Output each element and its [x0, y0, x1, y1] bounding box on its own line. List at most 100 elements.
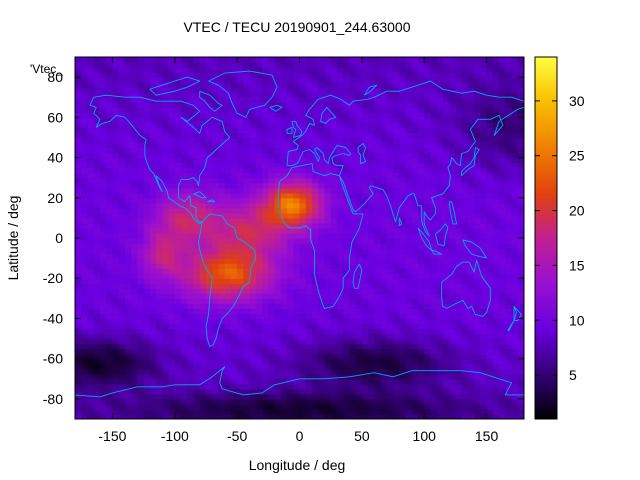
heat-cell	[411, 152, 419, 159]
heat-cell	[149, 308, 157, 315]
heat-cell	[274, 323, 282, 330]
heat-cell	[311, 348, 319, 355]
heat-cell	[255, 283, 263, 289]
heat-cell	[449, 162, 457, 169]
heat-cell	[249, 97, 257, 103]
heat-cell	[162, 132, 170, 139]
heat-cell	[505, 152, 513, 159]
heat-cell	[112, 363, 120, 370]
heat-cell	[280, 127, 288, 134]
heat-cell	[449, 263, 457, 269]
heat-cell	[318, 398, 326, 405]
heat-cell	[124, 87, 132, 93]
heat-cell	[324, 227, 332, 234]
heat-cell	[492, 383, 500, 390]
heat-cell	[461, 187, 469, 194]
heat-cell	[411, 353, 419, 360]
heat-cell	[293, 243, 301, 249]
heat-cell	[492, 248, 500, 254]
heat-cell	[124, 112, 132, 118]
heat-cell	[255, 368, 263, 375]
heat-cell	[336, 157, 344, 164]
heat-cell	[517, 283, 524, 289]
heat-cell	[106, 353, 114, 360]
heat-cell	[436, 248, 444, 254]
heat-cell	[280, 278, 288, 284]
heat-cell	[131, 288, 138, 294]
heat-cell	[474, 102, 481, 108]
heat-cell	[486, 248, 494, 254]
heat-cell	[442, 258, 450, 264]
heat-cell	[505, 328, 513, 335]
heat-cell	[112, 142, 120, 149]
heat-cell	[368, 72, 375, 78]
heat-cell	[212, 338, 220, 345]
heat-cell	[224, 243, 232, 249]
heat-cell	[324, 358, 332, 365]
heat-cell	[249, 162, 257, 169]
heat-cell	[268, 182, 276, 189]
heat-cell	[293, 222, 301, 229]
heat-cell	[368, 398, 375, 405]
heat-cell	[143, 112, 151, 118]
heat-cell	[505, 97, 513, 103]
heat-cell	[393, 207, 400, 214]
heat-cell	[262, 398, 269, 405]
heat-cell	[124, 338, 132, 345]
heat-cell	[168, 92, 176, 98]
heat-cell	[393, 273, 400, 279]
heat-cell	[355, 413, 363, 419]
heat-cell	[280, 358, 288, 365]
heat-cell	[517, 243, 524, 249]
heat-cell	[311, 227, 319, 234]
heat-cell	[255, 263, 263, 269]
heat-cell	[168, 217, 176, 224]
heat-cell	[168, 258, 176, 264]
heat-cell	[393, 313, 400, 320]
heat-cell	[131, 323, 138, 330]
heat-cell	[368, 258, 375, 264]
heat-cell	[386, 182, 394, 189]
heat-cell	[417, 323, 425, 330]
heat-cell	[311, 408, 319, 415]
heat-cell	[424, 117, 432, 123]
heat-cell	[81, 167, 89, 174]
heat-cell	[118, 92, 126, 98]
heat-cell	[137, 373, 145, 380]
heat-cell	[199, 232, 207, 239]
heat-cell	[218, 202, 226, 209]
heat-cell	[455, 293, 463, 299]
heat-cell	[461, 127, 469, 134]
heat-cell	[411, 167, 419, 174]
heat-cell	[131, 122, 138, 128]
heat-cell	[137, 403, 145, 410]
heat-cell	[299, 152, 307, 159]
heat-cell	[318, 217, 326, 224]
heat-cell	[99, 142, 107, 149]
heat-cell	[262, 232, 269, 239]
heat-cell	[156, 408, 163, 415]
heat-cell	[393, 263, 400, 269]
heat-cell	[305, 122, 313, 128]
heat-cell	[343, 152, 350, 159]
heat-cell	[474, 238, 481, 244]
heat-cell	[124, 127, 132, 134]
heat-cell	[168, 408, 176, 415]
heat-cell	[218, 343, 226, 350]
heat-cell	[218, 77, 226, 83]
heat-cell	[174, 363, 182, 370]
heat-cell	[467, 373, 475, 380]
heat-cell	[436, 122, 444, 128]
heat-cell	[149, 127, 157, 134]
heat-cell	[131, 187, 138, 194]
heat-cell	[430, 343, 438, 350]
heat-cell	[293, 142, 301, 149]
heat-cell	[399, 222, 407, 229]
heat-cell	[149, 398, 157, 405]
heat-cell	[193, 157, 201, 164]
heat-cell	[318, 293, 326, 299]
heat-cell	[436, 308, 444, 315]
heat-cell	[168, 328, 176, 335]
heat-cell	[149, 313, 157, 320]
heat-cell	[336, 92, 344, 98]
